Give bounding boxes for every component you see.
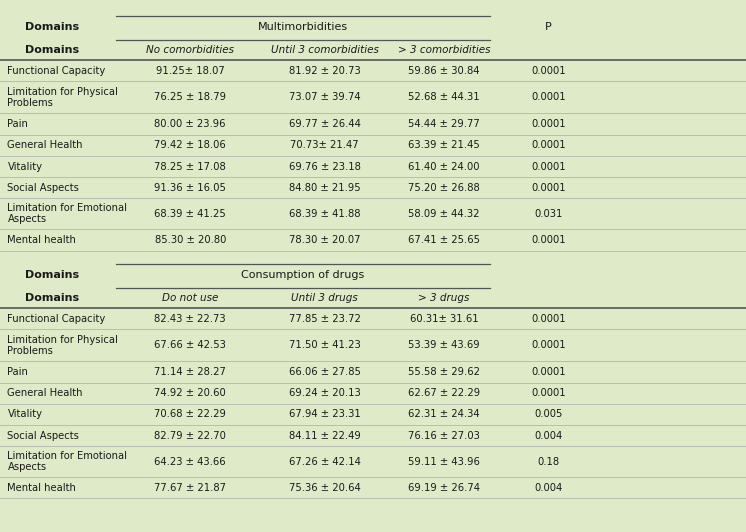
Text: 0.0001: 0.0001 xyxy=(531,66,565,76)
Text: No comorbidities: No comorbidities xyxy=(146,45,234,55)
Text: 0.005: 0.005 xyxy=(534,410,562,419)
Text: 76.25 ± 18.79: 76.25 ± 18.79 xyxy=(154,93,226,102)
Text: 79.42 ± 18.06: 79.42 ± 18.06 xyxy=(154,140,226,150)
Text: 0.0001: 0.0001 xyxy=(531,388,565,398)
Text: Problems: Problems xyxy=(7,346,53,356)
Text: 0.18: 0.18 xyxy=(537,457,560,467)
Text: Limitation for Physical: Limitation for Physical xyxy=(7,335,119,345)
Text: 0.0001: 0.0001 xyxy=(531,367,565,377)
Text: Limitation for Emotional: Limitation for Emotional xyxy=(7,203,128,213)
Text: General Health: General Health xyxy=(7,388,83,398)
Text: 71.50 ± 41.23: 71.50 ± 41.23 xyxy=(289,340,360,350)
Text: 61.40 ± 24.00: 61.40 ± 24.00 xyxy=(408,162,480,171)
Text: 81.92 ± 20.73: 81.92 ± 20.73 xyxy=(289,66,360,76)
Text: 71.14 ± 28.27: 71.14 ± 28.27 xyxy=(154,367,226,377)
Text: Social Aspects: Social Aspects xyxy=(7,183,79,193)
Text: 64.23 ± 43.66: 64.23 ± 43.66 xyxy=(154,457,226,467)
Text: 62.67 ± 22.29: 62.67 ± 22.29 xyxy=(408,388,480,398)
Text: 60.31± 31.61: 60.31± 31.61 xyxy=(410,314,478,323)
Text: 0.0001: 0.0001 xyxy=(531,93,565,102)
Text: 55.58 ± 29.62: 55.58 ± 29.62 xyxy=(408,367,480,377)
Text: 0.0001: 0.0001 xyxy=(531,314,565,323)
Text: 67.66 ± 42.53: 67.66 ± 42.53 xyxy=(154,340,226,350)
Text: Until 3 drugs: Until 3 drugs xyxy=(291,293,358,303)
Text: Do not use: Do not use xyxy=(162,293,219,303)
Text: 58.09 ± 44.32: 58.09 ± 44.32 xyxy=(408,209,480,219)
Text: 54.44 ± 29.77: 54.44 ± 29.77 xyxy=(408,119,480,129)
Text: 84.80 ± 21.95: 84.80 ± 21.95 xyxy=(289,183,360,193)
Text: Domains: Domains xyxy=(25,22,79,32)
Text: 69.77 ± 26.44: 69.77 ± 26.44 xyxy=(289,119,360,129)
Text: Vitality: Vitality xyxy=(7,162,43,171)
Text: 78.25 ± 17.08: 78.25 ± 17.08 xyxy=(154,162,226,171)
Text: 52.68 ± 44.31: 52.68 ± 44.31 xyxy=(408,93,480,102)
Text: 69.24 ± 20.13: 69.24 ± 20.13 xyxy=(289,388,360,398)
Text: 75.20 ± 26.88: 75.20 ± 26.88 xyxy=(408,183,480,193)
Text: 0.0001: 0.0001 xyxy=(531,235,565,245)
Text: Mental health: Mental health xyxy=(7,235,76,245)
Text: Pain: Pain xyxy=(7,367,28,377)
Text: Multimorbidities: Multimorbidities xyxy=(258,22,348,32)
Text: 0.004: 0.004 xyxy=(534,431,562,440)
Text: 0.004: 0.004 xyxy=(534,483,562,493)
Text: 73.07 ± 39.74: 73.07 ± 39.74 xyxy=(289,93,360,102)
Text: 66.06 ± 27.85: 66.06 ± 27.85 xyxy=(289,367,360,377)
Text: 70.73± 21.47: 70.73± 21.47 xyxy=(290,140,359,150)
Text: Limitation for Physical: Limitation for Physical xyxy=(7,87,119,97)
Text: 68.39 ± 41.88: 68.39 ± 41.88 xyxy=(289,209,360,219)
Text: Domains: Domains xyxy=(25,270,79,280)
Text: 62.31 ± 24.34: 62.31 ± 24.34 xyxy=(408,410,480,419)
Bar xyxy=(0,16,746,60)
Text: Limitation for Emotional: Limitation for Emotional xyxy=(7,451,128,461)
Text: 82.43 ± 22.73: 82.43 ± 22.73 xyxy=(154,314,226,323)
Text: 68.39 ± 41.25: 68.39 ± 41.25 xyxy=(154,209,226,219)
Text: 74.92 ± 20.60: 74.92 ± 20.60 xyxy=(154,388,226,398)
Text: > 3 drugs: > 3 drugs xyxy=(419,293,469,303)
Text: 0.0001: 0.0001 xyxy=(531,162,565,171)
Text: 84.11 ± 22.49: 84.11 ± 22.49 xyxy=(289,431,360,440)
Text: Pain: Pain xyxy=(7,119,28,129)
Text: Aspects: Aspects xyxy=(7,214,46,225)
Text: 69.76 ± 23.18: 69.76 ± 23.18 xyxy=(289,162,360,171)
Text: 67.41 ± 25.65: 67.41 ± 25.65 xyxy=(408,235,480,245)
Text: 59.11 ± 43.96: 59.11 ± 43.96 xyxy=(408,457,480,467)
Text: Social Aspects: Social Aspects xyxy=(7,431,79,440)
Text: 91.25± 18.07: 91.25± 18.07 xyxy=(156,66,225,76)
Text: Functional Capacity: Functional Capacity xyxy=(7,314,106,323)
Text: Functional Capacity: Functional Capacity xyxy=(7,66,106,76)
Text: 0.0001: 0.0001 xyxy=(531,340,565,350)
Text: 70.68 ± 22.29: 70.68 ± 22.29 xyxy=(154,410,226,419)
Text: Vitality: Vitality xyxy=(7,410,43,419)
Text: > 3 comorbidities: > 3 comorbidities xyxy=(398,45,490,55)
Text: 91.36 ± 16.05: 91.36 ± 16.05 xyxy=(154,183,226,193)
Text: 59.86 ± 30.84: 59.86 ± 30.84 xyxy=(408,66,480,76)
Text: 77.85 ± 23.72: 77.85 ± 23.72 xyxy=(289,314,360,323)
Text: Aspects: Aspects xyxy=(7,462,46,472)
Text: 0.0001: 0.0001 xyxy=(531,183,565,193)
Text: 77.67 ± 21.87: 77.67 ± 21.87 xyxy=(154,483,226,493)
Text: 0.031: 0.031 xyxy=(534,209,562,219)
Text: Problems: Problems xyxy=(7,98,53,108)
Text: 0.0001: 0.0001 xyxy=(531,140,565,150)
Text: 67.94 ± 23.31: 67.94 ± 23.31 xyxy=(289,410,360,419)
Text: P: P xyxy=(545,22,552,32)
Text: 63.39 ± 21.45: 63.39 ± 21.45 xyxy=(408,140,480,150)
Text: 82.79 ± 22.70: 82.79 ± 22.70 xyxy=(154,431,226,440)
Text: 75.36 ± 20.64: 75.36 ± 20.64 xyxy=(289,483,360,493)
Text: Consumption of drugs: Consumption of drugs xyxy=(241,270,365,280)
Text: Domains: Domains xyxy=(25,293,79,303)
Text: Domains: Domains xyxy=(25,45,79,55)
Text: General Health: General Health xyxy=(7,140,83,150)
Text: 0.0001: 0.0001 xyxy=(531,119,565,129)
Text: 67.26 ± 42.14: 67.26 ± 42.14 xyxy=(289,457,360,467)
Text: Mental health: Mental health xyxy=(7,483,76,493)
Text: 80.00 ± 23.96: 80.00 ± 23.96 xyxy=(154,119,226,129)
Text: 69.19 ± 26.74: 69.19 ± 26.74 xyxy=(408,483,480,493)
Text: 85.30 ± 20.80: 85.30 ± 20.80 xyxy=(154,235,226,245)
Text: 78.30 ± 20.07: 78.30 ± 20.07 xyxy=(289,235,360,245)
Text: 76.16 ± 27.03: 76.16 ± 27.03 xyxy=(408,431,480,440)
Text: Until 3 comorbidities: Until 3 comorbidities xyxy=(271,45,378,55)
Text: 53.39 ± 43.69: 53.39 ± 43.69 xyxy=(408,340,480,350)
